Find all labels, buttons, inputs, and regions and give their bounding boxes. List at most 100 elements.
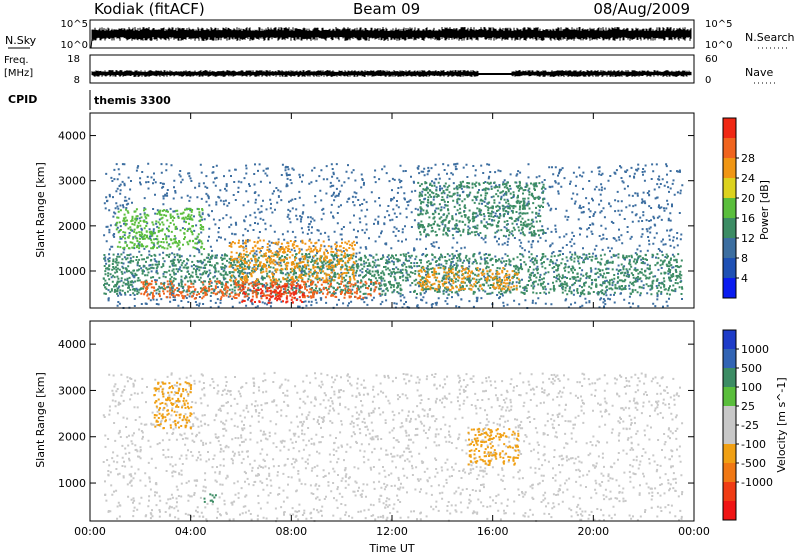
velocity-plot-area (90, 321, 694, 521)
freq-tick-top: 18 (67, 54, 80, 65)
nsearch-label: N.Search (745, 31, 795, 44)
power-colorbar-swatch (723, 258, 736, 278)
nsky-trace (90, 27, 692, 49)
nsearch-tick-bottom: 10^0 (705, 40, 732, 51)
velocity-ylabel: Slant Range [km] (34, 372, 47, 468)
power-colorbar-tick-label: 24 (741, 172, 755, 185)
velocity-colorbar-tick-label: -500 (741, 457, 766, 470)
x-tick-label: 12:00 (376, 525, 408, 538)
date-title: 08/Aug/2009 (593, 0, 690, 18)
velocity-colorbar-swatch (723, 349, 736, 368)
nsky-label: N.Sky (5, 34, 37, 47)
y-tick-label: 2000 (58, 431, 86, 444)
velocity-colorbar-tick-label: -25 (741, 419, 759, 432)
nsky-start-line (90, 29, 94, 49)
heatmap-region (115, 207, 206, 250)
power-colorbar-swatch (723, 218, 736, 238)
heatmap-region (102, 371, 684, 523)
velocity-colorbar-swatch (723, 387, 736, 406)
velocity-colorbar-tick-label: 1000 (741, 343, 769, 356)
velocity-panel: 1000 2000 3000 4000 00:00 04:00 08:00 12:00 16:… (34, 320, 710, 555)
power-colorbar-tick-label: 28 (741, 152, 755, 165)
velocity-colorbar-tick-label: -100 (741, 438, 766, 451)
power-colorbar-swatch (723, 278, 736, 298)
power-colorbar-tick-label: 8 (741, 252, 748, 265)
x-tick-label: 20:00 (577, 525, 609, 538)
y-tick-label: 1000 (58, 265, 86, 278)
cpid-label: CPID (8, 93, 37, 106)
y-tick-label: 3000 (58, 175, 86, 188)
nsky-tick-bottom: 10^0 (61, 40, 88, 51)
power-x-axis (89, 113, 695, 308)
velocity-y-axis: 1000 2000 3000 4000 (58, 338, 694, 490)
velocity-x-axis: 00:00 04:00 08:00 12:00 16:00 20:00 00:00 (74, 321, 710, 538)
heatmap-region (203, 493, 217, 503)
x-tick-label: 16:00 (477, 525, 509, 538)
power-ylabel: Slant Range [km] (34, 162, 47, 258)
power-colorbar-swatch (723, 198, 736, 218)
power-heatmap (102, 162, 684, 309)
heatmap-region (467, 427, 520, 466)
power-colorbar-swatch (723, 118, 736, 138)
freq-trace (91, 70, 692, 77)
y-tick-label: 1000 (58, 477, 86, 490)
velocity-xlabel: Time UT (368, 542, 414, 554)
y-tick-label: 4000 (58, 338, 86, 351)
nave-tick-bottom: 0 (705, 75, 711, 86)
power-colorbar-frame (722, 117, 737, 299)
velocity-colorbar-label: Velocity [m s^-1] (775, 377, 788, 472)
velocity-colorbar-swatch (723, 501, 736, 520)
freq-tick-bottom: 8 (74, 75, 80, 86)
heatmap-region (103, 162, 684, 309)
freq-label: Freq. (4, 55, 29, 66)
power-colorbar-tick-label: 20 (741, 192, 755, 205)
cpid-value: themis 3300 (94, 94, 171, 107)
velocity-heatmap (102, 371, 684, 523)
nsky-panel (89, 19, 695, 49)
heatmap-region (417, 266, 520, 291)
velocity-colorbar-tick-label: 25 (741, 400, 755, 413)
y-tick-label: 2000 (58, 220, 86, 233)
velocity-colorbar: 1000 500 100 25 -25 -100 -500 -1000 (722, 329, 773, 521)
nave-tick-top: 60 (705, 54, 718, 65)
heatmap-region (228, 239, 356, 282)
velocity-colorbar-swatch (723, 406, 736, 425)
power-colorbar-swatch (723, 158, 736, 178)
power-panel: 1000 2000 3000 4000 Slant Range [km] (34, 112, 695, 309)
power-colorbar-swatch (723, 238, 736, 258)
nsky-tick-top: 10^5 (61, 19, 88, 30)
power-colorbar: 4 8 12 16 20 24 28 (722, 117, 755, 299)
x-tick-label: 00:00 (74, 525, 106, 538)
freq-unit: [MHz] (4, 68, 33, 79)
velocity-colorbar-swatch (723, 425, 736, 444)
x-tick-label: 08:00 (275, 525, 307, 538)
nsky-noise-trace (91, 27, 692, 41)
power-colorbar-swatch (723, 138, 736, 158)
heatmap-region (417, 180, 545, 237)
velocity-colorbar-tick-label: 500 (741, 362, 762, 375)
velocity-colorbar-swatch (723, 368, 736, 387)
nave-label: Nave (745, 66, 773, 79)
y-tick-label: 3000 (58, 384, 86, 397)
power-y-axis: 1000 2000 3000 4000 (58, 130, 694, 278)
station-title: Kodiak (fitACF) (94, 0, 205, 18)
freq-trace-line (91, 70, 692, 77)
power-colorbar-tick-label: 4 (741, 272, 748, 285)
power-colorbar-tick-label: 16 (741, 212, 755, 225)
freq-panel (89, 54, 695, 84)
heatmap-region (153, 381, 193, 430)
x-tick-label: 00:00 (678, 525, 710, 538)
velocity-colorbar-swatch (723, 330, 736, 349)
heatmap-region (241, 284, 306, 304)
velocity-colorbar-swatch (723, 482, 736, 501)
velocity-colorbar-swatch (723, 444, 736, 463)
beam-title: Beam 09 (353, 0, 420, 18)
y-tick-label: 4000 (58, 130, 86, 143)
velocity-colorbar-swatch (723, 463, 736, 482)
heatmap-region (140, 280, 381, 300)
velocity-colorbar-tick-label: -1000 (741, 476, 773, 489)
x-tick-label: 04:00 (175, 525, 207, 538)
velocity-colorbar-tick-label: 100 (741, 381, 762, 394)
nsearch-tick-top: 10^5 (705, 19, 732, 30)
